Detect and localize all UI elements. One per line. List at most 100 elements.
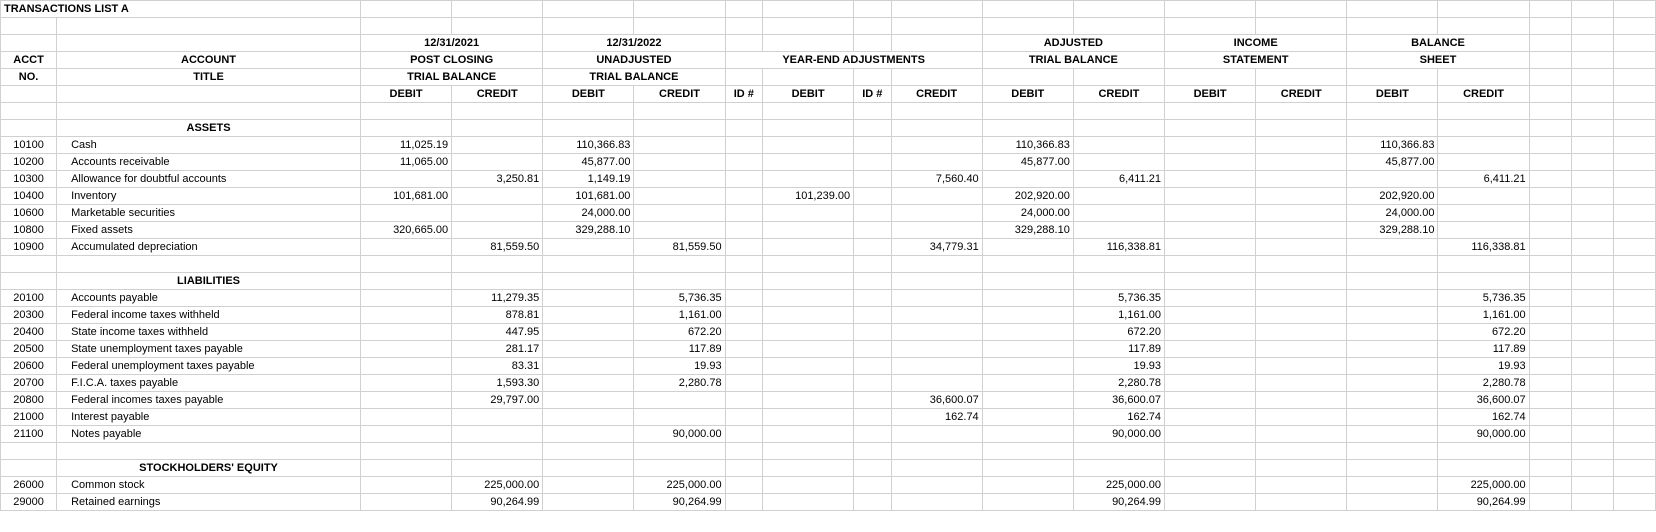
acct-title: Common stock <box>57 477 361 494</box>
cell-yaC <box>891 188 982 205</box>
empty-cell <box>1 443 57 460</box>
acct-title: Accounts receivable <box>57 154 361 171</box>
cell-pcD <box>360 426 451 443</box>
section-liabilities: LIABILITIES <box>57 273 361 290</box>
cell-atD <box>982 358 1073 375</box>
empty-cell <box>1613 120 1655 137</box>
cell-isD <box>1165 426 1256 443</box>
cell-yaD <box>762 324 853 341</box>
empty-cell <box>725 256 762 273</box>
cell-bsD <box>1347 307 1438 324</box>
cell-bsC: 2,280.78 <box>1438 375 1529 392</box>
cell-id2 <box>854 290 891 307</box>
empty-cell <box>57 443 361 460</box>
cell-yaC <box>891 375 982 392</box>
cell-atD: 202,920.00 <box>982 188 1073 205</box>
cell-uaD <box>543 324 634 341</box>
cell-id1 <box>725 307 762 324</box>
empty-cell <box>1613 375 1655 392</box>
empty-cell <box>1571 222 1613 239</box>
cell-atC <box>1073 154 1164 171</box>
cell-isC <box>1256 154 1347 171</box>
cell-isC <box>1256 307 1347 324</box>
cell-yaD <box>762 358 853 375</box>
empty-cell <box>1571 290 1613 307</box>
empty-cell <box>543 460 634 477</box>
acct-title: Interest payable <box>57 409 361 426</box>
empty-cell <box>891 443 982 460</box>
empty-cell <box>725 460 762 477</box>
cell-uaC: 81,559.50 <box>634 239 725 256</box>
empty-cell <box>1529 222 1571 239</box>
table-row: ASSETS <box>1 120 1656 137</box>
hdr-ua-debit: DEBIT <box>543 86 634 103</box>
empty-cell <box>1571 426 1613 443</box>
cell-uaC: 225,000.00 <box>634 477 725 494</box>
empty-cell <box>891 460 982 477</box>
cell-uaD <box>543 426 634 443</box>
cell-bsC: 36,600.07 <box>1438 392 1529 409</box>
acct-title: Allowance for doubtful accounts <box>57 171 361 188</box>
acct-title: F.I.C.A. taxes payable <box>57 375 361 392</box>
cell-uaC: 117.89 <box>634 341 725 358</box>
cell-id2 <box>854 137 891 154</box>
cell-bsC: 162.74 <box>1438 409 1529 426</box>
cell-yaD <box>762 307 853 324</box>
cell-uaD <box>543 477 634 494</box>
empty-cell <box>1256 273 1347 290</box>
spreadsheet-viewport: TRANSACTIONS LIST A 12/31/2021 12/31/202… <box>0 0 1656 511</box>
empty-cell <box>1347 460 1438 477</box>
table-row: STOCKHOLDERS' EQUITY <box>1 460 1656 477</box>
cell-id2 <box>854 375 891 392</box>
acct-no: 20400 <box>1 324 57 341</box>
empty-cell <box>1571 341 1613 358</box>
acct-no: 10800 <box>1 222 57 239</box>
cell-uaD: 110,366.83 <box>543 137 634 154</box>
cell-bsD: 24,000.00 <box>1347 205 1438 222</box>
hdr-trialbal2: TRIAL BALANCE <box>543 69 725 86</box>
empty-cell <box>1613 341 1655 358</box>
hdr-postclosing: POST CLOSING <box>360 52 542 69</box>
cell-isD <box>1165 392 1256 409</box>
empty-cell <box>1438 460 1529 477</box>
empty-cell <box>1571 188 1613 205</box>
cell-bsC: 672.20 <box>1438 324 1529 341</box>
empty-cell <box>1613 154 1655 171</box>
cell-isC <box>1256 375 1347 392</box>
cell-pcC: 447.95 <box>452 324 543 341</box>
hdr-statement: STATEMENT <box>1165 52 1347 69</box>
empty-cell <box>1165 460 1256 477</box>
cell-atD <box>982 426 1073 443</box>
cell-uaD <box>543 290 634 307</box>
cell-atD <box>982 239 1073 256</box>
cell-isD <box>1165 477 1256 494</box>
worksheet-table: TRANSACTIONS LIST A 12/31/2021 12/31/202… <box>0 0 1656 511</box>
empty-cell <box>891 120 982 137</box>
cell-id2 <box>854 307 891 324</box>
table-row: 10200Accounts receivable11,065.0045,877.… <box>1 154 1656 171</box>
cell-id1 <box>725 324 762 341</box>
cell-pcD <box>360 409 451 426</box>
cell-bsD <box>1347 392 1438 409</box>
empty-cell <box>1529 443 1571 460</box>
cell-isC <box>1256 239 1347 256</box>
cell-isC <box>1256 426 1347 443</box>
cell-isD <box>1165 222 1256 239</box>
empty-cell <box>1613 137 1655 154</box>
cell-bsC: 19.93 <box>1438 358 1529 375</box>
hdr-at-credit: CREDIT <box>1073 86 1164 103</box>
cell-id2 <box>854 426 891 443</box>
cell-atD <box>982 341 1073 358</box>
acct-no: 10200 <box>1 154 57 171</box>
cell-bsC: 225,000.00 <box>1438 477 1529 494</box>
cell-yaD <box>762 171 853 188</box>
empty-cell <box>1571 273 1613 290</box>
acct-no: 20600 <box>1 358 57 375</box>
empty-cell <box>1571 392 1613 409</box>
empty-cell <box>1256 256 1347 273</box>
cell-bsD: 329,288.10 <box>1347 222 1438 239</box>
cell-uaC <box>634 154 725 171</box>
table-row: 20500State unemployment taxes payable281… <box>1 341 1656 358</box>
cell-yaD <box>762 341 853 358</box>
cell-id1 <box>725 171 762 188</box>
